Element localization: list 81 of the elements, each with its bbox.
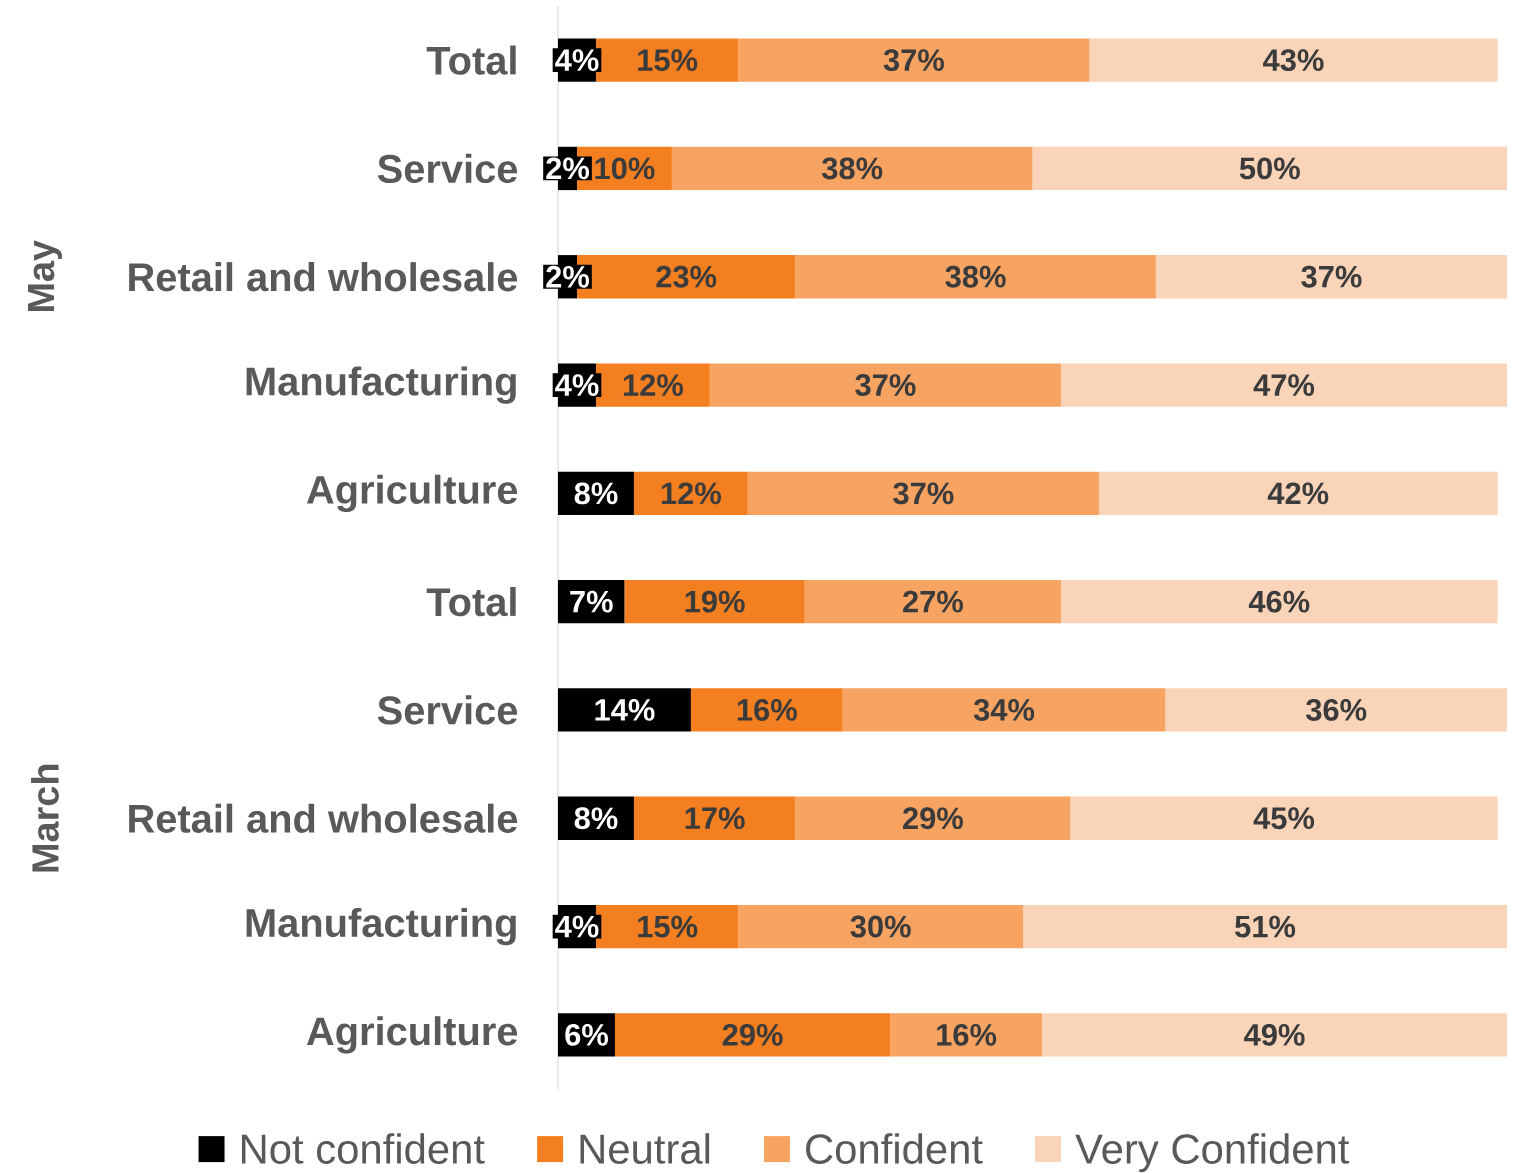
data-label: 51%	[1235, 915, 1296, 938]
y-axis-title: May	[28, 240, 62, 312]
y-axis-title: March	[31, 764, 59, 872]
data-label: 46%	[1248, 590, 1310, 613]
bar	[1155, 255, 1508, 299]
data-label: 43%	[1263, 49, 1324, 72]
data-label: 15%	[638, 49, 698, 72]
data-label: 17%	[685, 807, 745, 830]
bar	[795, 255, 1156, 299]
bar	[842, 688, 1166, 732]
data-label: 2%	[546, 157, 590, 180]
data-label: 15%	[638, 915, 698, 938]
data-label: 37%	[883, 49, 944, 72]
data-label: 50%	[1239, 157, 1300, 180]
bar	[738, 38, 1090, 82]
data-label: 37%	[855, 374, 916, 396]
data-label: 6%	[565, 1023, 608, 1046]
data-label: 37%	[1301, 265, 1362, 288]
bar	[1032, 146, 1508, 191]
y-tick-label: Retail and wholesale	[129, 803, 518, 833]
bar	[804, 580, 1061, 624]
data-label: 10%	[595, 157, 655, 180]
bar	[1023, 904, 1508, 949]
y-tick-label: Manufacturing	[246, 366, 516, 404]
y-tick-label: Total	[426, 45, 516, 75]
y-tick-label: Service	[377, 153, 518, 184]
bar	[671, 146, 1033, 191]
y-tick-label: Manufacturing	[246, 907, 516, 946]
y-tick-label: Total	[426, 587, 516, 617]
data-label: 29%	[722, 1023, 783, 1046]
data-label: 16%	[937, 1023, 997, 1046]
data-label: 4%	[555, 49, 599, 71]
bar	[614, 1013, 891, 1057]
data-label: 4%	[555, 374, 599, 396]
data-label: 30%	[850, 915, 911, 938]
bar	[709, 363, 1061, 407]
bar	[1060, 580, 1498, 624]
y-tick-label: Retail and wholesale	[129, 262, 518, 292]
bar	[795, 796, 1071, 840]
data-label: 45%	[1253, 807, 1315, 830]
bar	[1098, 471, 1498, 516]
bar	[890, 1013, 1042, 1057]
data-label: 38%	[822, 157, 883, 180]
data-label: 38%	[945, 265, 1006, 288]
data-label: 47%	[1253, 374, 1315, 396]
data-label: 19%	[685, 590, 745, 613]
data-label: 42%	[1267, 482, 1329, 505]
data-label: 23%	[656, 265, 717, 288]
data-label: 2%	[546, 265, 590, 288]
y-tick-label: Service	[377, 695, 518, 725]
bar	[738, 904, 1024, 949]
bar	[1042, 1013, 1508, 1057]
legend-label: Confident	[806, 1133, 983, 1164]
data-label: 14%	[595, 699, 655, 721]
bar	[1060, 363, 1508, 407]
data-label: 16%	[737, 699, 797, 721]
data-label: 7%	[570, 590, 613, 613]
bar	[690, 688, 843, 732]
legend-label: Neutral	[580, 1133, 710, 1164]
y-tick-label: Agriculture	[306, 1016, 518, 1054]
bar	[624, 580, 805, 624]
bar	[633, 796, 796, 840]
data-label: 37%	[893, 482, 954, 505]
legend-label: Very Confident	[1075, 1133, 1350, 1173]
data-label: 12%	[623, 374, 683, 396]
bar	[558, 688, 691, 732]
bar	[1089, 38, 1498, 82]
data-label: 27%	[903, 590, 963, 613]
data-label: 12%	[661, 482, 721, 505]
data-label: 36%	[1305, 698, 1367, 721]
bar	[747, 471, 1099, 516]
data-label: 4%	[555, 915, 599, 938]
bar	[1165, 688, 1508, 732]
legend-label: Not confident	[241, 1133, 485, 1164]
data-label: 8%	[574, 807, 618, 830]
y-tick-label: Agriculture	[306, 474, 518, 512]
data-label: 8%	[574, 482, 618, 505]
data-label: 34%	[973, 698, 1035, 721]
bar	[1070, 796, 1498, 840]
data-label: 49%	[1244, 1023, 1305, 1046]
data-label: 29%	[903, 807, 963, 830]
